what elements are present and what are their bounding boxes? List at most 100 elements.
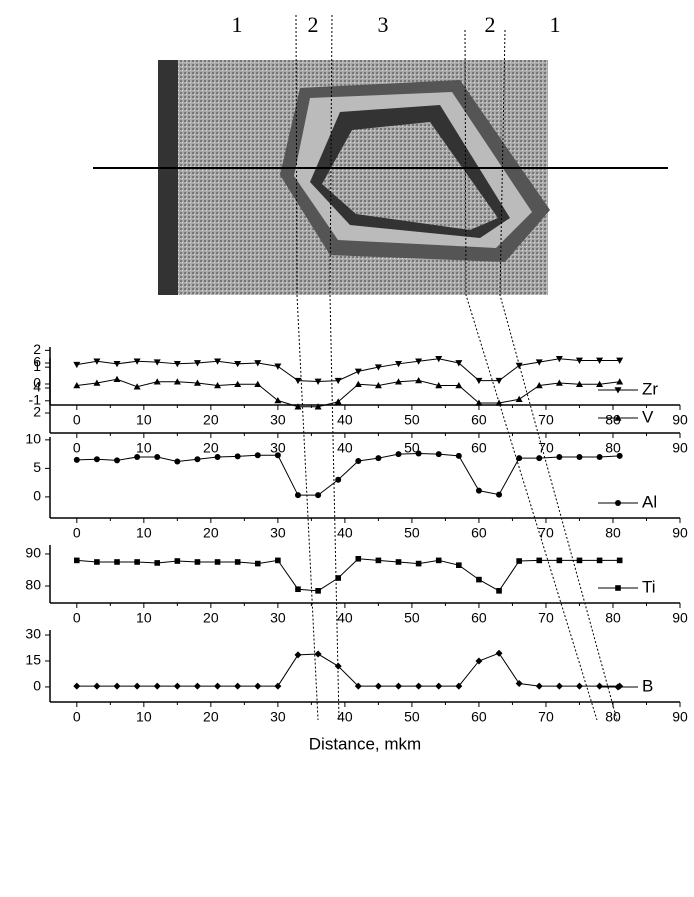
marker [93, 379, 101, 386]
marker [374, 382, 382, 389]
y-tick-label: 80 [25, 577, 41, 593]
marker [93, 358, 101, 365]
legend-marker [614, 387, 622, 394]
y-tick-label: 30 [25, 626, 41, 642]
legend-label: B [642, 676, 653, 695]
data-line [76, 378, 620, 408]
marker [315, 492, 322, 499]
marker [113, 682, 121, 690]
marker [214, 358, 222, 365]
marker [193, 379, 201, 386]
marker [555, 379, 563, 386]
marker [214, 682, 222, 690]
marker [234, 682, 242, 690]
y-tick-label: 0 [33, 678, 41, 694]
marker [415, 377, 423, 384]
micrograph [93, 60, 668, 295]
marker [435, 355, 443, 363]
marker [254, 360, 262, 367]
marker [335, 575, 341, 581]
y-tick-label: 0 [33, 375, 41, 391]
data-line [76, 652, 620, 687]
marker [354, 368, 362, 375]
marker [315, 588, 321, 594]
x-tick-label: 90 [672, 440, 688, 456]
marker [435, 451, 442, 458]
y-tick-label: 4 [33, 379, 41, 395]
marker [254, 682, 262, 690]
marker [395, 682, 403, 690]
marker [133, 383, 141, 390]
marker [575, 380, 583, 388]
marker [375, 455, 382, 462]
marker [173, 378, 181, 385]
x-tick-label: 10 [136, 610, 152, 626]
x-tick-label: 40 [337, 412, 353, 428]
marker [154, 560, 161, 566]
x-tick-label: 90 [672, 709, 688, 725]
marker [455, 382, 463, 389]
marker [455, 452, 462, 459]
marker [93, 682, 101, 690]
x-tick-label: 70 [538, 440, 554, 456]
x-tick-label: 30 [270, 412, 286, 428]
marker [395, 361, 403, 368]
marker [295, 586, 301, 593]
marker [234, 559, 241, 565]
x-tick-label: 40 [337, 525, 353, 541]
marker [114, 457, 121, 464]
x-tick-label: 80 [605, 525, 621, 541]
marker [354, 380, 362, 388]
marker [173, 361, 181, 368]
marker [374, 364, 382, 371]
x-tick-label: 80 [605, 412, 621, 428]
data-line [76, 453, 620, 496]
x-tick-label: 20 [203, 610, 219, 626]
x-tick-label: 90 [672, 412, 688, 428]
marker [515, 395, 523, 403]
marker [555, 355, 563, 363]
x-tick-label: 50 [404, 709, 420, 725]
y-tick-label: 6 [33, 354, 41, 370]
marker [274, 682, 282, 690]
marker [174, 558, 181, 564]
marker [495, 399, 503, 406]
marker [234, 361, 242, 368]
x-tick-label: 30 [270, 709, 286, 725]
marker [133, 358, 141, 365]
marker [355, 555, 362, 562]
marker [334, 377, 342, 385]
legend-label: V [642, 407, 654, 426]
zone-label: 2 [485, 12, 496, 37]
zone-label: 1 [232, 12, 243, 37]
marker [515, 362, 523, 369]
marker [475, 657, 483, 665]
x-tick-label: 40 [337, 440, 353, 456]
x-tick-label: 20 [203, 412, 219, 428]
marker [314, 650, 322, 658]
marker [194, 456, 201, 463]
x-tick-label: 50 [404, 440, 420, 456]
marker [576, 557, 583, 564]
marker [314, 403, 322, 410]
legend-marker [615, 585, 621, 591]
marker [596, 682, 604, 690]
marker [475, 377, 483, 385]
marker [516, 455, 523, 462]
marker [334, 662, 342, 670]
x-tick-label: 10 [136, 525, 152, 541]
x-tick-label: 60 [471, 412, 487, 428]
marker [435, 382, 443, 389]
marker [154, 453, 161, 460]
marker [455, 682, 463, 690]
x-tick-label: 70 [538, 412, 554, 428]
marker [113, 375, 121, 383]
marker [314, 378, 322, 385]
x-tick-label: 90 [672, 610, 688, 626]
y-tick-label: 10 [25, 431, 41, 447]
marker [415, 560, 422, 567]
marker [214, 453, 221, 460]
x-tick-label: 80 [605, 709, 621, 725]
marker [536, 455, 543, 462]
marker [133, 682, 141, 690]
